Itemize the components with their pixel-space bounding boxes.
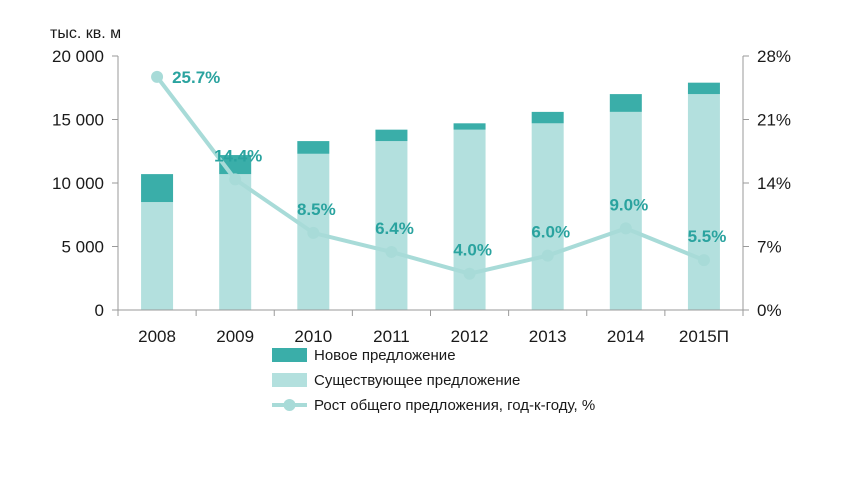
bar-existing-2015П <box>687 94 720 310</box>
bar-new-2011 <box>375 129 408 142</box>
growth-point-2010 <box>307 226 320 239</box>
y-left-tick-label: 5 000 <box>61 238 104 257</box>
growth-line-layer: 25.7% 14.4% 8.5% 6.4% 4.0% 6.0% 9.0% 5.5% <box>151 68 726 280</box>
y-right-tick-label: 28% <box>757 47 791 66</box>
legend-swatch-new <box>272 348 307 362</box>
bar-existing-2013 <box>531 123 564 310</box>
legend: Новое предложение Существующее предложени… <box>272 347 595 414</box>
y-left-tick-label: 10 000 <box>52 174 104 193</box>
growth-point-2013 <box>541 249 554 262</box>
bar-new-2012 <box>453 123 486 130</box>
x-tick-label: 2012 <box>451 327 489 346</box>
y-right-tick-label: 7% <box>757 238 782 257</box>
growth-data-label: 14.4% <box>214 146 262 165</box>
bar-new-2008 <box>141 174 174 203</box>
axes-layer: 0 5 000 10 000 15 000 20 000 0% 7% 14% 21% 28% 200… <box>52 47 791 346</box>
growth-point-2009 <box>229 173 242 186</box>
growth-line <box>155 75 705 276</box>
legend-swatch-existing <box>272 373 307 387</box>
y-left-tick-label: 20 000 <box>52 47 104 66</box>
bar-new-2010 <box>297 141 330 154</box>
legend-label: Существующее предложение <box>314 372 520 389</box>
growth-data-label: 6.4% <box>375 219 414 238</box>
y-left-tick-label: 15 000 <box>52 111 104 130</box>
growth-data-label: 8.5% <box>297 200 336 219</box>
bar-existing-2012 <box>453 129 486 310</box>
growth-data-label: 25.7% <box>172 68 220 87</box>
growth-point-2011 <box>385 245 398 258</box>
x-tick-label: 2011 <box>373 327 410 346</box>
growth-data-label: 4.0% <box>453 241 492 260</box>
y-axis-unit-label: тыс. кв. м <box>50 25 121 42</box>
x-tick-label: 2010 <box>294 327 332 346</box>
bar-new-2013 <box>531 111 564 124</box>
y-right-tick-label: 0% <box>757 301 782 320</box>
growth-data-label: 9.0% <box>609 195 648 214</box>
bar-new-2014 <box>609 94 642 112</box>
x-tick-label: 2008 <box>138 327 176 346</box>
x-tick-label: 2015П <box>679 327 729 346</box>
legend-label: Новое предложение <box>314 347 456 364</box>
legend-marker-swatch <box>283 399 296 411</box>
growth-point-2015П <box>697 254 710 267</box>
growth-point-2008 <box>151 70 164 83</box>
legend-label: Рост общего предложения, год-к-году, % <box>314 397 595 414</box>
y-right-tick-label: 14% <box>757 174 791 193</box>
x-tick-label: 2013 <box>529 327 567 346</box>
bar-existing-2008 <box>141 202 174 310</box>
bar-existing-2011 <box>375 141 408 310</box>
bar-new-2015П <box>687 82 720 95</box>
x-tick-label: 2014 <box>607 327 645 346</box>
bar-existing-2014 <box>609 111 642 310</box>
growth-point-2014 <box>619 222 632 235</box>
growth-data-label: 5.5% <box>688 227 727 246</box>
growth-point-2012 <box>463 267 476 280</box>
growth-data-label: 6.0% <box>531 223 570 242</box>
x-tick-label: 2009 <box>216 327 254 346</box>
bars-layer <box>141 82 720 310</box>
y-left-tick-label: 0 <box>95 301 104 320</box>
bar-existing-2009 <box>219 174 252 310</box>
y-right-tick-label: 21% <box>757 111 791 130</box>
